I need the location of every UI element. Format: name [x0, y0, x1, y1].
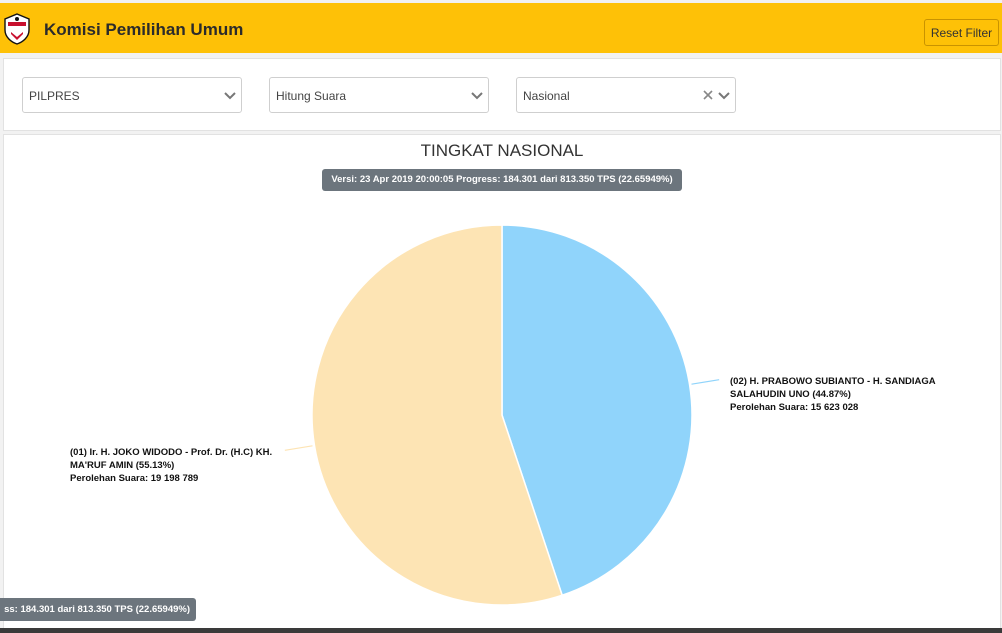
pie-slice-01[interactable] [311, 224, 564, 606]
pie-chart [284, 224, 720, 606]
count-mode-select[interactable]: Hitung Suara [269, 77, 489, 113]
slice-label-02-name: (02) H. PRABOWO SUBIANTO - H. SANDIAGA S… [730, 376, 936, 400]
leader-line-slice-01 [284, 445, 313, 451]
region-value: Nasional [523, 89, 570, 103]
chart-panel: TINGKAT NASIONAL Versi: 23 Apr 2019 20:0… [3, 134, 1001, 633]
top-header: Komisi Pemilihan Umum Reset Filter [0, 0, 1002, 53]
slice-label-02-votes: Perolehan Suara: 15 623 028 [730, 402, 859, 413]
leader-line-slice-02 [691, 379, 720, 385]
slice-label-01: (01) Ir. H. JOKO WIDODO - Prof. Dr. (H.C… [70, 446, 285, 485]
slice-label-02: (02) H. PRABOWO SUBIANTO - H. SANDIAGA S… [730, 375, 960, 414]
taskbar-strip [0, 628, 1002, 633]
pie-slice-02[interactable] [501, 224, 693, 597]
election-type-select[interactable]: PILPRES [22, 77, 242, 113]
chevron-down-icon [718, 92, 730, 100]
slice-label-01-name: (01) Ir. H. JOKO WIDODO - Prof. Dr. (H.C… [70, 447, 273, 471]
chart-title: TINGKAT NASIONAL [420, 141, 584, 160]
kpu-logo-icon [4, 13, 30, 45]
slice-label-01-votes: Perolehan Suara: 19 198 789 [70, 473, 199, 484]
election-type-value: PILPRES [29, 89, 80, 103]
version-progress-badge: Versi: 23 Apr 2019 20:00:05 Progress: 18… [322, 169, 682, 191]
region-select[interactable]: Nasional [516, 77, 736, 113]
chevron-down-icon [224, 92, 236, 100]
clear-icon[interactable] [702, 89, 714, 101]
reset-filter-button[interactable]: Reset Filter [924, 19, 999, 46]
filter-panel: PILPRES Hitung Suara Nasional [3, 58, 1001, 131]
bottom-progress-text: ss: 184.301 dari 813.350 TPS (22.65949%) [4, 604, 190, 615]
count-mode-value: Hitung Suara [276, 89, 347, 103]
chevron-down-icon [471, 92, 483, 100]
app-title: Komisi Pemilihan Umum [44, 20, 244, 39]
bottom-progress-badge: ss: 184.301 dari 813.350 TPS (22.65949%) [0, 598, 196, 621]
